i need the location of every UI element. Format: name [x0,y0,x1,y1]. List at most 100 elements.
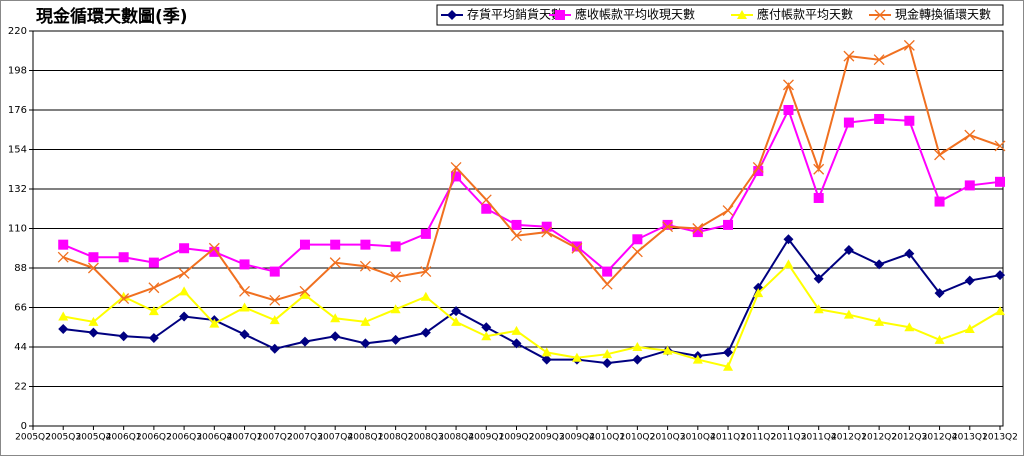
x-tick-label: 2011Q1 [710,433,746,443]
x-tick-label: 2008Q1 [348,433,384,443]
marker [209,246,220,257]
y-tick-label: 88 [14,263,27,274]
marker [269,266,280,277]
legend-label: 應收帳款平均收現天數 [575,7,695,22]
marker [58,311,69,321]
x-tick-label: 2007Q4 [317,433,353,443]
x-tick-label: 2011Q2 [740,433,776,443]
marker [752,161,764,173]
y-tick-label: 132 [8,184,27,195]
x-tick-label: 2010Q4 [680,433,716,443]
marker [873,54,885,66]
marker [447,10,457,20]
x-tick-label: 2011Q4 [801,433,837,443]
marker [148,306,159,316]
marker [995,270,1005,281]
series-line [62,43,1001,302]
x-tick-label: 2008Q3 [408,433,444,443]
series-line [63,237,1001,365]
marker [874,316,885,326]
marker [813,163,825,175]
marker [964,180,975,191]
marker [843,117,854,128]
marker [360,239,371,250]
x-tick-label: 2007Q3 [287,433,323,443]
x-tick-label: 2005Q3 [45,433,81,443]
marker [571,352,582,362]
y-tick-label: 220 [8,26,27,37]
x-tick-label: 2006Q3 [166,433,202,443]
marker [662,221,674,233]
marker [934,149,946,161]
marker [631,246,643,258]
x-tick-label: 2008Q2 [378,433,414,443]
marker [783,234,794,245]
marker [330,331,341,342]
marker [723,347,734,358]
marker [88,252,99,263]
marker [571,241,582,252]
y-tick-label: 44 [14,342,27,353]
marker [662,345,673,355]
x-tick-label: 2006Q4 [196,433,232,443]
marker [541,347,552,357]
x-tick-label: 2009Q2 [499,433,535,443]
marker [481,203,492,214]
marker [662,219,673,230]
marker [329,257,341,269]
marker [903,39,915,51]
marker [904,115,915,126]
marker [571,242,583,254]
x-tick-label: 2012Q2 [861,433,897,443]
marker [783,79,794,91]
marker [88,316,99,326]
marker [511,338,522,349]
marker [239,285,250,297]
marker [555,10,565,20]
x-tick-label: 2007Q2 [257,433,293,443]
marker [934,288,945,299]
marker [299,239,310,250]
marker [239,329,250,340]
marker [359,260,371,272]
x-tick-label: 2010Q2 [620,433,656,443]
y-tick-label: 110 [8,224,27,235]
y-tick-label: 22 [14,382,27,393]
marker [904,322,915,332]
marker [179,243,190,254]
marker [995,176,1005,187]
marker [783,105,794,115]
marker [813,304,824,314]
marker [148,257,159,268]
marker [208,242,220,254]
x-tick-label: 2012Q4 [922,433,958,443]
x-tick-label: 2010Q1 [589,433,625,443]
x-tick-label: 2008Q4 [438,433,474,443]
legend-label: 現金轉換循環天數 [895,7,991,22]
marker [737,10,747,19]
x-tick-label: 2013Q2 [982,433,1018,443]
x-tick-label: 2012Q3 [891,433,927,443]
marker [360,316,371,326]
marker [601,278,613,290]
marker [813,192,824,203]
marker [692,227,703,238]
marker [87,262,99,274]
marker [390,241,401,252]
marker [451,171,462,182]
marker [451,316,462,326]
marker [904,248,915,259]
x-tick-label: 2005Q2 [15,433,51,443]
marker [964,275,975,286]
marker [390,271,402,283]
marker [450,161,462,173]
marker [330,313,341,323]
marker [692,354,703,364]
marker [57,251,69,263]
marker [58,239,69,250]
marker [88,327,99,338]
marker [420,327,431,338]
marker [602,349,613,359]
marker [995,306,1005,316]
